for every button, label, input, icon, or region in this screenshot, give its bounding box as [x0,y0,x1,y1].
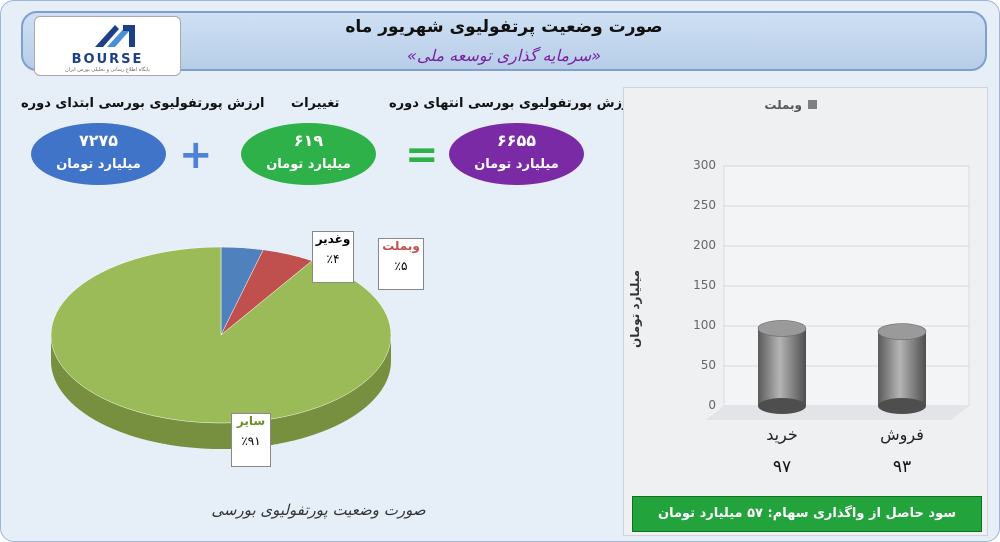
pie-label-other: سایر ٪۹۱ [231,413,271,467]
change-label: تغییرات [291,96,340,111]
pie-label-vbmelat-name: وبملت [382,239,420,253]
y-tick-label: 0 [708,398,716,412]
pie-label-vbmelat-value: ٪۵ [394,259,408,273]
portfolio-pie-chart [50,246,392,449]
y-tick-label: 300 [693,158,716,172]
pie-slice-2 [50,246,392,424]
legend-swatch-icon [808,100,817,109]
vbmelat-trade-panel: وبملت میلیارد تومان 0 50 100 150 200 250 300 خر… [623,87,988,536]
pie-label-other-value: ٪۹۱ [241,434,261,448]
bar-value-label: ۹۷ [772,457,792,477]
change-value-oval: ۶۱۹ میلیارد تومان [241,123,376,185]
end-value: ۶۶۵۵ [496,131,537,150]
bourse-logo: BOURSE پایگاه اطلاع رسانی و تحلیلی بورس … [34,16,181,76]
portfolio-summary-panel: ارزش پورتفولیوی بورسی ابتدای دوره تغییرا… [21,83,634,538]
y-tick-label: 250 [693,198,716,212]
sale-profit-banner: سود حاصل از واگذاری سهام: ۵۷ میلیارد توم… [632,496,982,532]
start-value: ۷۲۷۵ [78,131,119,150]
legend-label: وبملت [764,98,802,112]
change-unit: میلیارد تومان [266,157,351,172]
start-value-label: ارزش پورتفولیوی بورسی ابتدای دوره [21,96,265,111]
pie-label-vbmelat: وبملت ٪۵ [378,238,424,290]
y-tick-label: 50 [700,358,716,372]
start-value-oval: ۷۲۷۵ میلیارد تومان [31,123,166,185]
logo-tagline: پایگاه اطلاع رسانی و تحلیلی بورس ایران [65,67,150,73]
logo-mark-icon [95,25,135,47]
y-tick-label: 150 [693,278,716,292]
end-value-oval: ۶۶۵۵ میلیارد تومان [449,123,584,185]
bar-value-label: ۹۳ [892,457,912,477]
y-tick-label: 200 [693,238,716,252]
equals-icon: = [405,132,439,178]
vbmelat-bar-chart [706,165,970,420]
bar-1 [878,331,926,406]
logo-text: BOURSE [71,52,144,67]
pie-label-vghadir: وغدیر ٪۴ [312,231,354,283]
company-subtitle: «سرمایه گذاری توسعه ملی» [406,46,602,65]
pie-label-vghadir-name: وغدیر [315,232,351,246]
end-value-label: ارزش پورتفولیوی بورسی انتهای دوره [389,96,635,111]
x-category-label: فروش [880,425,924,444]
pie-label-other-name: سایر [236,414,266,428]
x-category-label: خرید [766,425,798,444]
bar-legend: وبملت [764,98,817,112]
plus-icon: + [179,132,213,178]
bar-0 [758,328,806,406]
end-unit: میلیارد تومان [474,157,559,172]
y-tick-label: 100 [693,318,716,332]
page-title: صورت وضعیت پرتفولیوی شهریور ماه [345,17,663,37]
pie-chart-title: صورت وضعیت پورتفولیوی بورسی [211,501,426,519]
header-bar: صورت وضعیت پرتفولیوی شهریور ماه «سرمایه … [21,11,987,71]
change-value: ۶۱۹ [293,131,324,150]
pie-label-vghadir-value: ٪۴ [326,252,340,266]
start-unit: میلیارد تومان [56,157,141,172]
